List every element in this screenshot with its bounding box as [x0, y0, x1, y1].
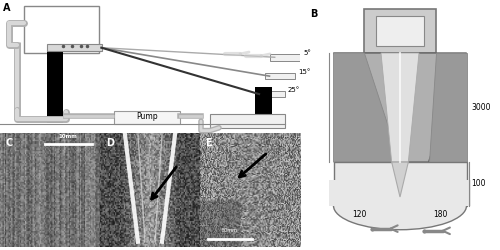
Polygon shape	[392, 162, 408, 197]
Bar	[254, 91, 284, 98]
Bar	[114, 111, 180, 124]
Text: 120: 120	[352, 210, 367, 219]
Text: 5°: 5°	[303, 50, 311, 56]
Bar	[255, 87, 272, 123]
Bar	[265, 73, 295, 80]
Text: Pump: Pump	[136, 112, 158, 121]
Text: 3000: 3000	[471, 103, 491, 112]
Text: 15°: 15°	[298, 69, 310, 75]
Text: B: B	[310, 9, 317, 19]
Polygon shape	[334, 53, 466, 162]
Text: E: E	[205, 138, 212, 148]
Bar	[364, 9, 436, 53]
Bar	[46, 44, 102, 51]
Bar	[270, 54, 300, 60]
Text: A: A	[3, 3, 10, 13]
Ellipse shape	[334, 182, 466, 230]
Text: 10mm: 10mm	[58, 134, 78, 140]
Text: 100: 100	[471, 180, 486, 188]
Bar	[376, 16, 424, 46]
Bar	[329, 180, 471, 206]
Text: 180: 180	[433, 210, 448, 219]
Bar	[24, 6, 99, 53]
Text: 50mm: 50mm	[222, 228, 238, 232]
Text: 25°: 25°	[288, 87, 300, 93]
Bar	[46, 47, 63, 123]
Text: C: C	[6, 138, 13, 148]
Polygon shape	[428, 53, 467, 162]
Polygon shape	[381, 53, 419, 162]
Bar	[210, 114, 285, 128]
Polygon shape	[334, 162, 466, 206]
Text: D: D	[106, 138, 114, 148]
Polygon shape	[334, 53, 400, 162]
